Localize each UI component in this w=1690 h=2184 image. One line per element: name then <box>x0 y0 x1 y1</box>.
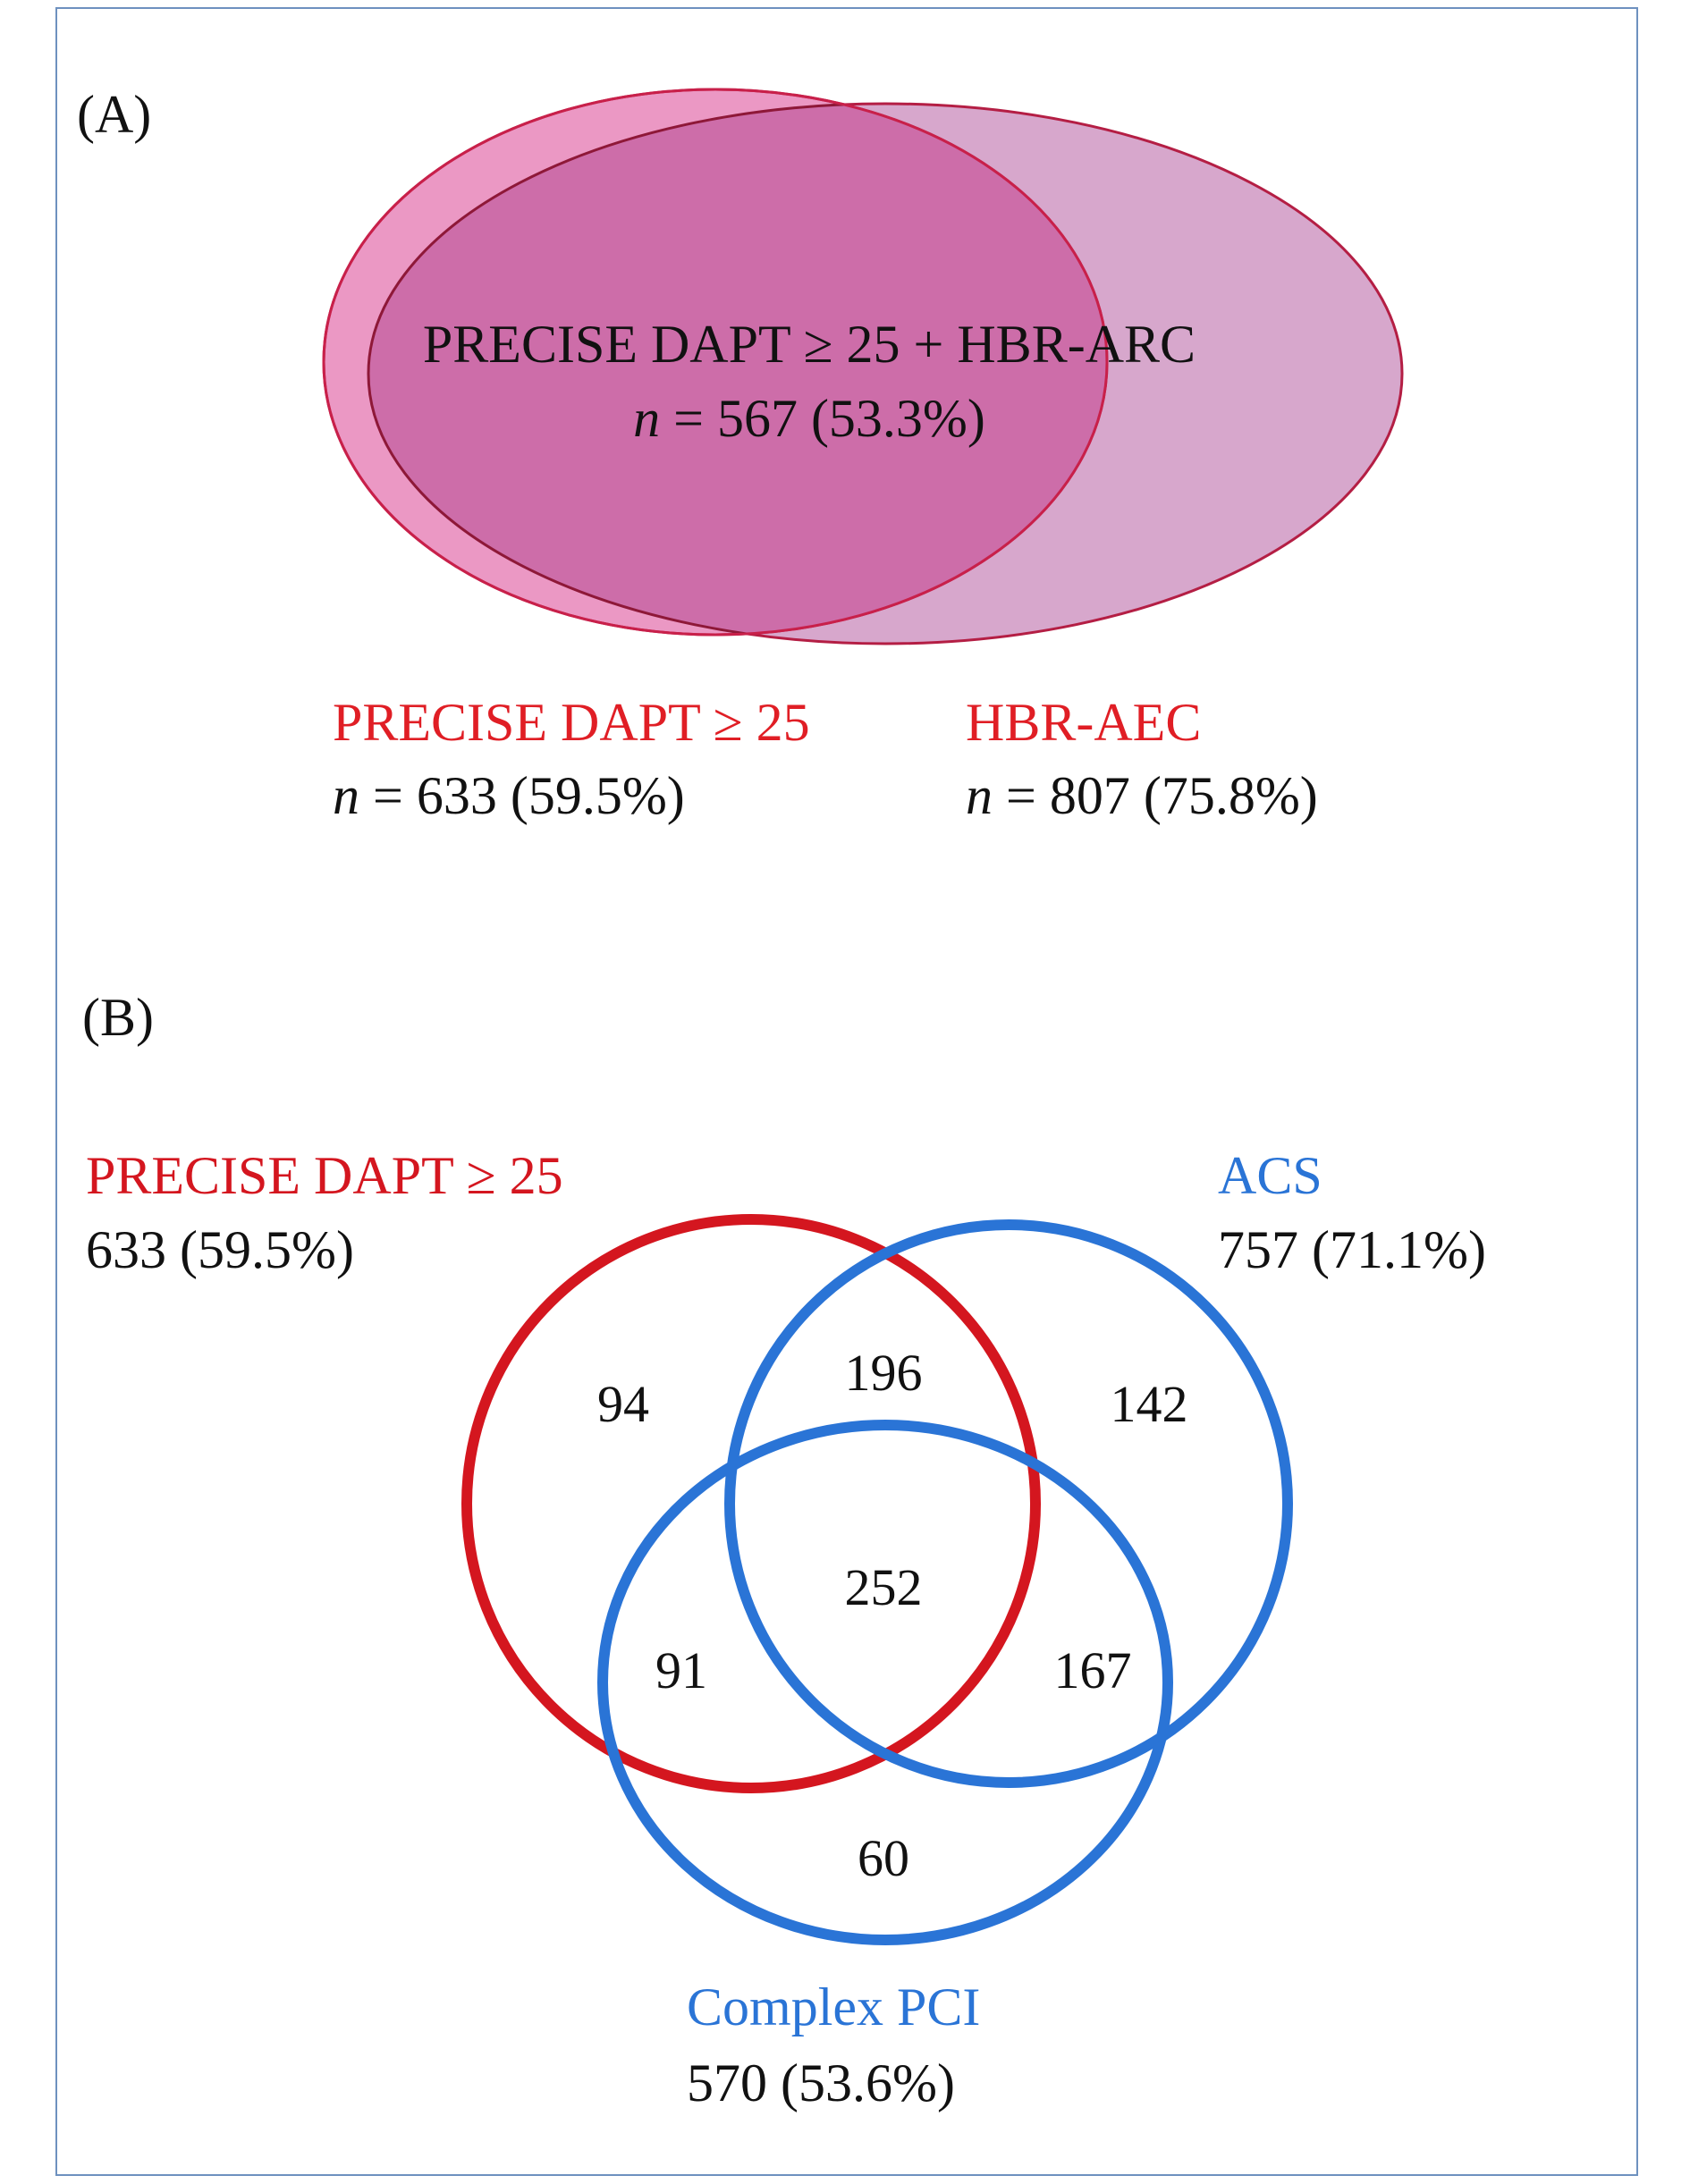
intersection-label: PRECISE DAPT ≥ 25 + HBR-ARC <box>423 315 1196 374</box>
panel-b-label: (B) <box>82 988 154 1047</box>
precise-circle-label: PRECISE DAPT ≥ 25 <box>86 1146 563 1205</box>
precise-set-label: PRECISE DAPT ≥ 25 <box>333 693 810 752</box>
region-acs-pci: 167 <box>1054 1641 1132 1699</box>
panel-a-label: (A) <box>77 85 151 144</box>
pci-circle <box>597 1420 1173 1945</box>
n-symbol: n <box>333 766 359 825</box>
intersection-count: n = 567 (53.3%) <box>633 389 985 448</box>
region-precise-only: 94 <box>597 1375 649 1433</box>
precise-set-count: n = 633 (59.5%) <box>333 766 685 825</box>
precise-circle-count: 633 (59.5%) <box>86 1220 354 1279</box>
region-precise-acs: 196 <box>845 1344 923 1402</box>
pci-circle-label: Complex PCI <box>687 1977 980 2036</box>
pci-circle-count: 570 (53.6%) <box>687 2053 955 2112</box>
intersection-n-value: = 567 (53.3%) <box>660 389 985 448</box>
hbr-set-count: n = 807 (75.8%) <box>966 766 1318 825</box>
panel-a-venn <box>322 88 1404 645</box>
region-all-three: 252 <box>845 1558 923 1616</box>
precise-n-value: = 633 (59.5%) <box>359 766 685 825</box>
region-precise-pci: 91 <box>655 1641 707 1699</box>
figure-frame <box>55 7 1638 2176</box>
panel-b-venn <box>461 1214 1293 1945</box>
n-symbol: n <box>966 766 993 825</box>
hbr-n-value: = 807 (75.8%) <box>993 766 1318 825</box>
n-symbol: n <box>633 389 660 448</box>
region-acs-only: 142 <box>1111 1375 1188 1433</box>
acs-circle-count: 757 (71.1%) <box>1218 1220 1486 1279</box>
region-pci-only: 60 <box>858 1829 909 1887</box>
acs-circle <box>724 1219 1293 1788</box>
overlap-region <box>368 104 1107 635</box>
precise-circle <box>461 1214 1041 1793</box>
acs-circle-label: ACS <box>1218 1146 1322 1205</box>
hbr-set-label: HBR-AEC <box>966 693 1201 752</box>
